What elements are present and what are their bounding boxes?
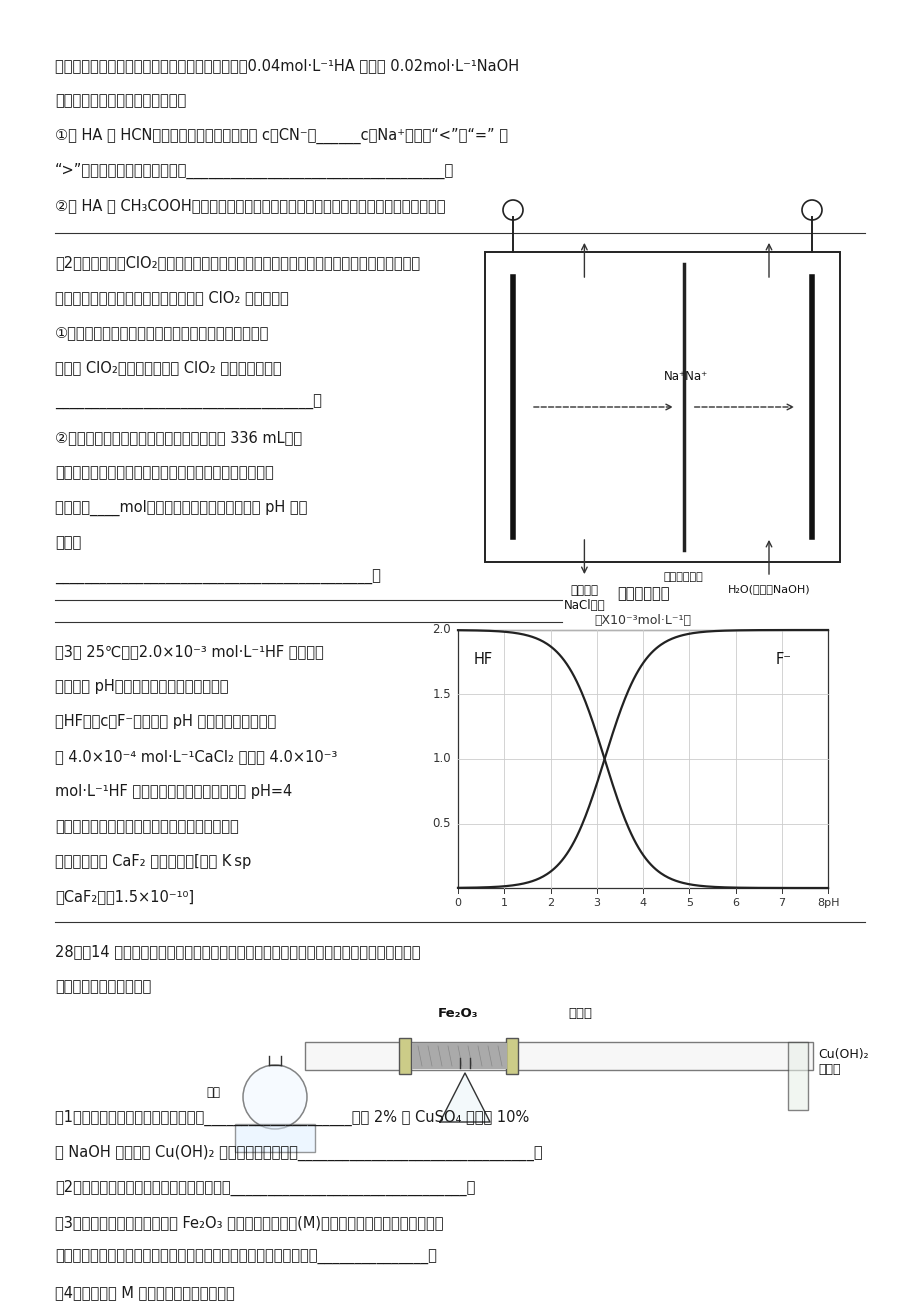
Text: ___________________________________。: ___________________________________。 [55, 395, 322, 410]
Text: H₂O(含少量NaOH): H₂O(含少量NaOH) [727, 585, 810, 594]
Text: 质的量为____mol；用平衡移动原理解释阴极区 pH 增大: 质的量为____mol；用平衡移动原理解释阴极区 pH 增大 [55, 500, 307, 516]
Text: Cu(OH)₂
悬浊液: Cu(OH)₂ 悬浊液 [817, 1048, 868, 1075]
Text: （CaF₂）：1.5×10⁻¹⁰]: （CaF₂）：1.5×10⁻¹⁰] [55, 889, 194, 904]
Text: 阳离子交换膜: 阳离子交换膜 [664, 572, 703, 582]
Text: 准状况）时，停止电解。通过阳离子交换膜的阳离子的物: 准状况）时，停止电解。通过阳离子交换膜的阳离子的物 [55, 465, 274, 480]
Text: 乙醇: 乙醇 [206, 1086, 220, 1099]
Text: 加入少量酸或碱时，溶液的酸碱性变化不大。现将0.04mol·L⁻¹HA 溶液和 0.02mol·L⁻¹NaOH: 加入少量酸或碱时，溶液的酸碱性变化不大。现将0.04mol·L⁻¹HA 溶液和 … [55, 59, 518, 73]
Text: 调节溶液 pH（忽略溶液体积变化）得到的: 调节溶液 pH（忽略溶液体积变化）得到的 [55, 680, 228, 694]
Text: 2: 2 [546, 898, 553, 907]
Text: （2）为快速得到乙醇气体，可采取的方法是________________________________。: （2）为快速得到乙醇气体，可采取的方法是____________________… [55, 1180, 475, 1197]
Text: 8pH: 8pH [816, 898, 838, 907]
Text: 菌消毒剂，目前已开发出用电解法制取 ClO₂ 的新工艺。: 菌消毒剂，目前已开发出用电解法制取 ClO₂ 的新工艺。 [55, 290, 289, 305]
Text: 精制饱和
NaCl溶液: 精制饱和 NaCl溶液 [563, 585, 605, 612]
Text: ①右图示意用石墨做电极，在一定条件下电解饱和食盐: ①右图示意用石墨做电极，在一定条件下电解饱和食盐 [55, 326, 269, 340]
Text: 水制取 ClO₂。写出阳极产生 ClO₂ 的电极反应式：: 水制取 ClO₂。写出阳极产生 ClO₂ 的电极反应式： [55, 359, 281, 375]
Bar [305, 1042, 812, 1070]
Text: 7: 7 [777, 898, 785, 907]
Bar [399, 1038, 411, 1074]
Circle shape [801, 201, 821, 220]
Circle shape [243, 1065, 307, 1129]
Text: Fe₂O₃: Fe₂O₃ [437, 1006, 478, 1019]
Bar [788, 1042, 807, 1111]
Text: （2）二氧化氯（ClO₂）为一种黄绻色气体，是国际上公认的高效、广谱、快速、安全的杀: （2）二氧化氯（ClO₂）为一种黄绻色气体，是国际上公认的高效、广谱、快速、安全… [55, 255, 420, 270]
Text: Na⁺Na⁺: Na⁺Na⁺ [663, 371, 707, 384]
Text: 的 NaOH 溶液配制 Cu(OH)₂ 悬浊液的注意事项是________________________________。: 的 NaOH 溶液配制 Cu(OH)₂ 悬浊液的注意事项是___________… [55, 1144, 542, 1161]
Text: 6: 6 [732, 898, 738, 907]
Text: ②若 HA 为 CH₃COOH，该溶液显酸性。溶液中所有的离子按浓度由大到小排列的顺序是: ②若 HA 为 CH₃COOH，该溶液显酸性。溶液中所有的离子按浓度由大到小排列… [55, 198, 445, 214]
Text: 0.5: 0.5 [432, 816, 450, 829]
Text: （忽略调节时混合液体积的变化），通过列式计: （忽略调节时混合液体积的变化），通过列式计 [55, 819, 239, 835]
Text: 1: 1 [500, 898, 507, 907]
Text: 反应，并检验反应产物。: 反应，并检验反应产物。 [55, 979, 151, 993]
Text: 试管，加热，有砖红色沉淠生成，小试管中发生反应的化学方程式是_______________。: 试管，加热，有砖红色沉淠生成，小试管中发生反应的化学方程式是__________… [55, 1250, 437, 1266]
Text: 的原因: 的原因 [55, 535, 81, 549]
Bar [505, 1038, 517, 1074]
Text: HF: HF [473, 652, 493, 667]
Text: 1.0: 1.0 [432, 753, 450, 766]
Text: 5: 5 [685, 898, 692, 907]
Bar [412, 1043, 506, 1069]
Text: （HF）、c（F⁻）与溶液 pH 的变化关系如图。若: （HF）、c（F⁻）与溶液 pH 的变化关系如图。若 [55, 713, 276, 729]
Text: ②电解一段时间，当阴极产生的气体体积为 336 mL（标: ②电解一段时间，当阴极产生的气体体积为 336 mL（标 [55, 430, 301, 445]
Text: ___________________________________________。: ________________________________________… [55, 570, 380, 585]
Text: F⁻: F⁻ [775, 652, 791, 667]
Text: （1）组装好仳器后必须进行的操作是____________________，用 2% 的 CuSO₄ 溶液和 10%: （1）组装好仳器后必须进行的操作是____________________，用 … [55, 1111, 528, 1126]
Bar [484, 253, 839, 562]
Text: 0: 0 [454, 898, 461, 907]
Text: 物质的量浓度: 物质的量浓度 [616, 586, 668, 602]
Text: （3） 25℃时，2.0×10⁻³ mol·L⁻¹HF 溶液中，: （3） 25℃时，2.0×10⁻³ mol·L⁻¹HF 溶液中， [55, 644, 323, 659]
Text: 乳胶管: 乳胶管 [567, 1006, 591, 1019]
Text: 算说明是否有 CaF₂ 沉淠析出。[已知 K sp: 算说明是否有 CaF₂ 沉淠析出。[已知 K sp [55, 854, 251, 868]
Text: 将 4.0×10⁻⁴ mol·L⁻¹CaCl₂ 溶液与 4.0×10⁻³: 将 4.0×10⁻⁴ mol·L⁻¹CaCl₂ 溶液与 4.0×10⁻³ [55, 749, 337, 764]
Text: 溶液等体积混合，得到缓冲溶液。: 溶液等体积混合，得到缓冲溶液。 [55, 92, 186, 108]
Text: （4）为了检验 M 的组成，进行下列实验。: （4）为了检验 M 的组成，进行下列实验。 [55, 1285, 234, 1299]
Bar [234, 1124, 314, 1152]
Text: 1.5: 1.5 [432, 687, 450, 700]
Text: “>”），你得出该结论的依据是___________________________________。: “>”），你得出该结论的依据是_________________________… [55, 163, 454, 180]
Polygon shape [439, 1073, 490, 1122]
Text: 2.0: 2.0 [432, 624, 450, 637]
Text: （3）如图实验，观察到红色的 Fe₂O₃ 全部变为黑色固体(M)，充分反应后停止加热。取下小: （3）如图实验，观察到红色的 Fe₂O₃ 全部变为黑色固体(M)，充分反应后停止… [55, 1215, 443, 1230]
Text: 3: 3 [593, 898, 599, 907]
Circle shape [503, 201, 522, 220]
Text: 4: 4 [639, 898, 646, 907]
Text: （X10⁻³mol·L⁻¹）: （X10⁻³mol·L⁻¹） [594, 615, 691, 628]
Text: 28．（14 分）某研究性学习小组用下列装置（铁架台等支撑仳器略）探究氧化铁与乙醇的: 28．（14 分）某研究性学习小组用下列装置（铁架台等支撑仳器略）探究氧化铁与乙… [55, 944, 420, 960]
Text: ①若 HA 为 HCN，该溶液显碱性，则溶液中 c（CN⁻）______c（Na⁺）（填“<”、“=” 或: ①若 HA 为 HCN，该溶液显碱性，则溶液中 c（CN⁻）______c（Na… [55, 128, 507, 145]
Text: mol·L⁻¹HF 溶液等体积混合，调节混合液 pH=4: mol·L⁻¹HF 溶液等体积混合，调节混合液 pH=4 [55, 784, 292, 799]
